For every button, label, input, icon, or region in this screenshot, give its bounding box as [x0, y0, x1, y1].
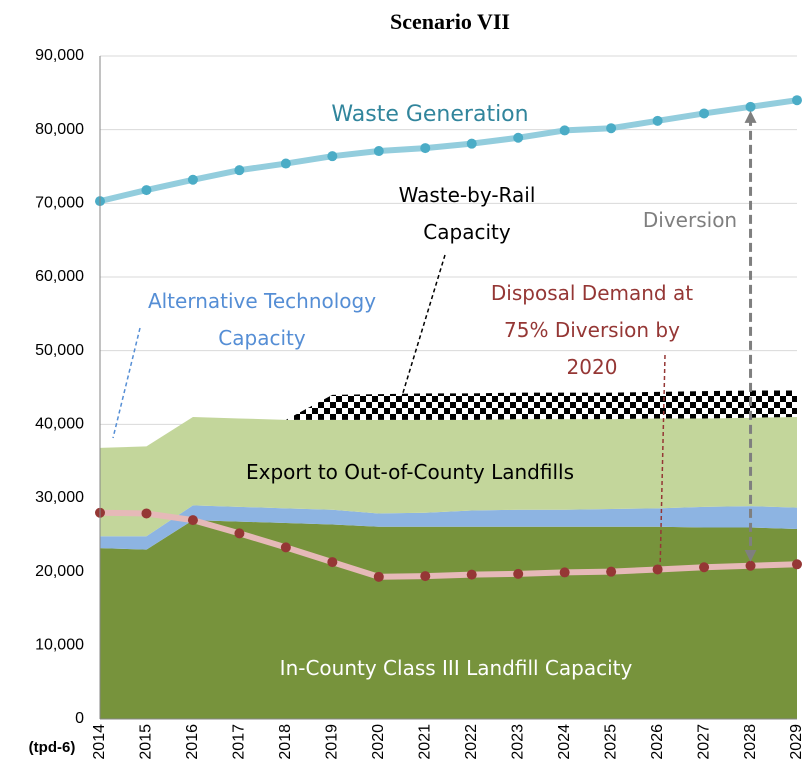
y-tick-label: 50,000	[35, 342, 84, 359]
y-tick-label: 60,000	[35, 268, 84, 285]
marker	[606, 123, 617, 134]
annotation: Diversion	[642, 208, 738, 232]
marker	[513, 132, 524, 143]
x-tick-label: 2017	[231, 724, 248, 760]
line-label: Disposal Demand at 75% Diversion by 2020	[490, 281, 694, 379]
marker	[466, 569, 477, 580]
marker	[420, 143, 431, 154]
y-tick-label: 90,000	[35, 47, 84, 64]
line-label: Waste Generation	[331, 102, 529, 127]
line-series	[99, 97, 798, 205]
x-axis-label: (tpd-6)	[29, 739, 76, 756]
y-tick-label: 10,000	[35, 637, 84, 654]
x-tick-label: 2025	[602, 724, 619, 760]
marker	[466, 138, 477, 149]
marker	[559, 567, 570, 578]
marker	[513, 568, 524, 579]
x-tick-label: 2023	[509, 724, 526, 760]
marker	[745, 560, 756, 571]
marker	[652, 115, 663, 126]
marker	[792, 559, 802, 570]
x-tick-label: 2016	[184, 724, 201, 760]
area	[100, 390, 797, 448]
area-label: Export to Out-of-County Landfills	[246, 460, 574, 484]
marker	[699, 108, 710, 119]
marker	[373, 146, 384, 157]
marker	[187, 174, 198, 185]
marker	[141, 508, 152, 519]
marker	[373, 571, 384, 582]
y-tick-label: 0	[75, 710, 84, 727]
marker	[280, 158, 291, 169]
y-tick-label: 70,000	[35, 195, 84, 212]
y-tick-label: 80,000	[35, 121, 84, 138]
line-series	[99, 509, 798, 580]
area-label: Alternative Technology Capacity	[147, 289, 377, 350]
marker	[141, 185, 152, 196]
marker	[559, 125, 570, 136]
marker	[234, 528, 245, 539]
marker	[187, 515, 198, 526]
area	[100, 505, 797, 550]
marker	[327, 151, 338, 162]
area-label: Waste-by-Rail Capacity	[398, 183, 536, 244]
x-tick-label: 2022	[463, 724, 480, 760]
x-tick-label: 2028	[742, 724, 759, 760]
y-tick-label: 30,000	[35, 489, 84, 506]
x-tick-label: 2014	[91, 724, 108, 760]
x-tick-label: 2026	[649, 724, 666, 760]
area-label: In-County Class III Landfill Capacity	[279, 656, 633, 680]
leader-line	[112, 327, 141, 439]
x-tick-label: 2029	[788, 724, 805, 760]
marker	[420, 571, 431, 582]
marker	[606, 566, 617, 577]
x-tick-label: 2018	[277, 724, 294, 760]
marker	[745, 101, 756, 112]
marker	[699, 562, 710, 573]
marker	[792, 95, 802, 106]
marker	[280, 542, 291, 553]
y-tick-label: 40,000	[35, 416, 84, 433]
area	[100, 416, 797, 537]
leader-line	[401, 254, 446, 397]
x-tick-label: 2027	[695, 724, 712, 760]
x-tick-label: 2015	[138, 724, 155, 760]
y-tick-label: 20,000	[35, 563, 84, 580]
marker	[652, 564, 663, 575]
marker	[234, 165, 245, 176]
x-tick-label: 2019	[324, 724, 341, 760]
marker	[327, 557, 338, 568]
leader-line	[659, 354, 666, 573]
x-tick-label: 2024	[556, 724, 573, 760]
x-tick-label: 2021	[416, 724, 433, 760]
area	[100, 520, 797, 719]
x-tick-label: 2020	[370, 724, 387, 760]
chart-title: Scenario VII	[390, 9, 510, 34]
